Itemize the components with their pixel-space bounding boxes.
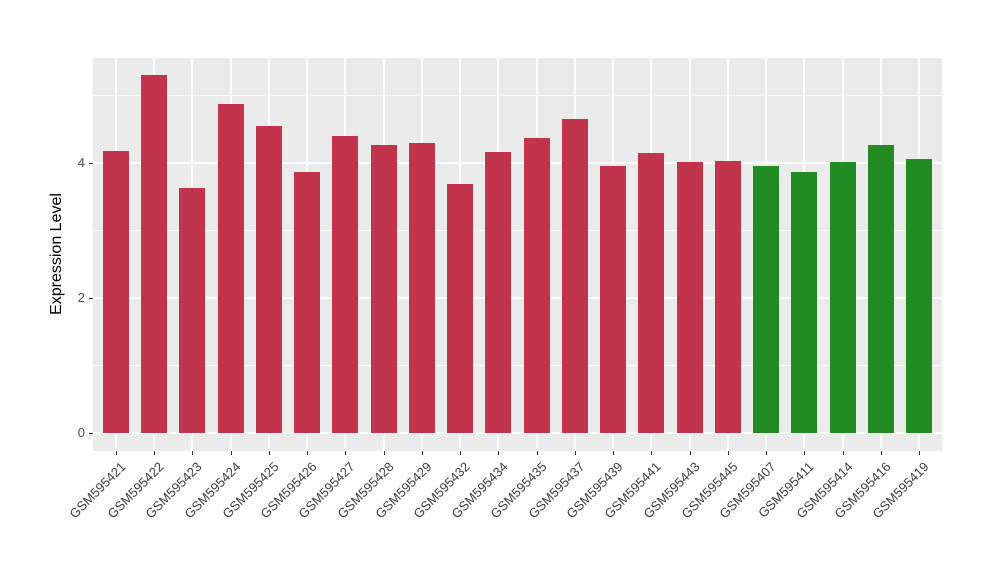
x-tick-mark (115, 451, 117, 455)
minor-gridline (93, 94, 942, 96)
bar-GSM595424 (217, 103, 244, 434)
x-tick-mark (536, 451, 538, 455)
bar-GSM595425 (255, 125, 282, 434)
x-tick-mark (383, 451, 385, 455)
major-gridline (93, 161, 942, 164)
x-tick-mark (804, 451, 806, 455)
bar-GSM595419 (906, 158, 933, 434)
y-tick-mark (89, 162, 93, 164)
bar-GSM595435 (523, 137, 550, 434)
bar-GSM595416 (867, 144, 894, 434)
bar-GSM595422 (141, 74, 168, 434)
x-tick-mark (689, 451, 691, 455)
bar-GSM595414 (829, 162, 856, 434)
bar-GSM595443 (676, 162, 703, 434)
x-tick-mark (268, 451, 270, 455)
x-tick-mark (421, 451, 423, 455)
x-tick-mark (766, 451, 768, 455)
x-tick-mark (345, 451, 347, 455)
bar-GSM595407 (753, 165, 780, 434)
bar-GSM595426 (294, 171, 321, 434)
bar-GSM595437 (561, 118, 588, 434)
bar-GSM595434 (485, 152, 512, 434)
bar-GSM595428 (370, 144, 397, 434)
x-tick-mark (192, 451, 194, 455)
y-tick-label: 4 (77, 154, 85, 170)
x-tick-mark (919, 451, 921, 455)
x-tick-mark (498, 451, 500, 455)
y-tick-mark (89, 433, 93, 435)
bar-GSM595421 (102, 150, 129, 434)
major-gridline (93, 432, 942, 435)
y-tick-mark (89, 298, 93, 300)
x-tick-mark (460, 451, 462, 455)
bar-GSM595423 (179, 187, 206, 434)
bar-GSM595411 (791, 171, 818, 434)
x-tick-mark (651, 451, 653, 455)
x-tick-mark (842, 451, 844, 455)
bar-GSM595441 (638, 152, 665, 434)
x-tick-mark (727, 451, 729, 455)
y-tick-label: 0 (77, 425, 85, 441)
x-tick-mark (154, 451, 156, 455)
bar-GSM595432 (447, 183, 474, 434)
minor-gridline (93, 229, 942, 231)
bar-GSM595439 (600, 165, 627, 434)
x-tick-mark (307, 451, 309, 455)
x-tick-mark (230, 451, 232, 455)
minor-gridline (93, 365, 942, 367)
x-tick-mark (613, 451, 615, 455)
x-tick-mark (574, 451, 576, 455)
x-tick-mark (880, 451, 882, 455)
y-tick-label: 2 (77, 290, 85, 306)
bar-GSM595427 (332, 135, 359, 434)
plot-panel (93, 58, 942, 451)
major-gridline (93, 297, 942, 300)
bar-GSM595445 (714, 160, 741, 434)
bar-GSM595429 (408, 142, 435, 434)
